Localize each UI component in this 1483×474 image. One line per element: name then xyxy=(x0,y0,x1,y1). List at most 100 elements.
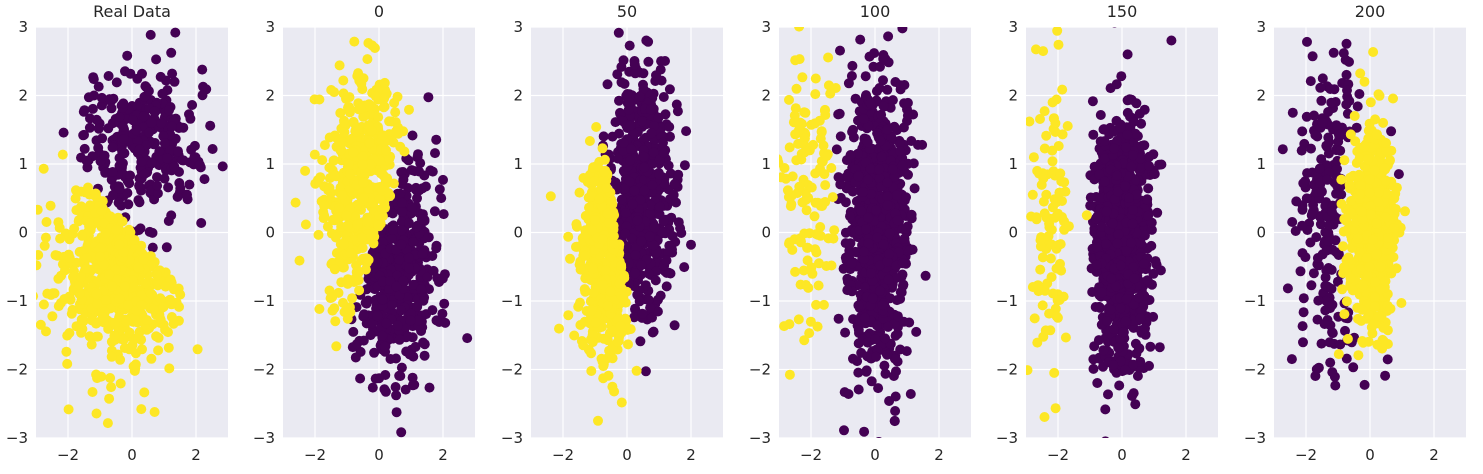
scatter-point xyxy=(823,52,834,63)
scatter-point xyxy=(679,160,690,171)
scatter-point xyxy=(1091,260,1102,271)
scatter-point xyxy=(600,265,611,276)
scatter-point xyxy=(158,302,169,312)
scatter-point xyxy=(41,326,51,337)
scatter-point xyxy=(640,8,650,18)
scatter-point xyxy=(825,88,836,99)
scatter-point xyxy=(839,387,850,398)
scatter-point xyxy=(669,320,680,331)
scatter-point xyxy=(616,397,627,408)
scatter-point xyxy=(641,0,651,5)
scatter-point xyxy=(655,290,666,301)
scatter-point xyxy=(145,29,156,40)
scatter-point xyxy=(874,83,885,93)
scatter-point xyxy=(624,40,635,51)
scatter-point xyxy=(373,220,384,231)
scatter-point xyxy=(205,120,216,131)
scatter-point xyxy=(356,78,367,89)
scatter-point xyxy=(330,232,341,243)
scatter-point xyxy=(882,256,893,267)
scatter-point xyxy=(833,313,844,324)
scatter-point xyxy=(648,240,659,251)
scatter-point xyxy=(892,311,903,322)
scatter-point xyxy=(91,369,102,380)
scatter-point xyxy=(603,218,614,228)
scatter-point xyxy=(431,240,442,251)
scatter-point xyxy=(823,80,834,91)
scatter-point xyxy=(786,199,797,210)
scatter-point xyxy=(664,121,675,132)
scatter-point xyxy=(1100,404,1111,415)
scatter-point xyxy=(120,66,130,77)
scatter-point xyxy=(148,304,159,315)
scatter-point xyxy=(593,415,603,426)
scatter-point xyxy=(300,165,311,176)
scatter-point xyxy=(140,278,151,289)
x-tick-label: 2 xyxy=(934,446,944,464)
scatter-point xyxy=(396,225,407,236)
scatter-point xyxy=(354,285,365,296)
scatter-point xyxy=(119,281,130,292)
scatter-point xyxy=(79,143,90,154)
scatter-point xyxy=(155,313,165,324)
scatter-point xyxy=(845,238,856,249)
scatter-point xyxy=(1121,245,1132,256)
scatter-point xyxy=(644,231,655,242)
scatter-point xyxy=(665,131,675,142)
series-class-0 xyxy=(1085,27,1177,438)
scatter-point xyxy=(848,353,858,364)
scatter-point xyxy=(616,77,627,88)
scatter-point xyxy=(638,84,649,94)
scatter-point xyxy=(40,232,51,243)
scatter-point xyxy=(554,323,564,334)
scatter-point xyxy=(1032,165,1043,176)
scatter-point xyxy=(613,153,623,164)
scatter-point xyxy=(118,134,129,145)
scatter-point xyxy=(196,218,207,228)
scatter-point xyxy=(64,328,75,338)
scatter-point xyxy=(648,147,659,158)
scatter-point xyxy=(1128,359,1139,370)
scatter-point xyxy=(897,27,908,34)
scatter-point xyxy=(139,387,150,398)
scatter-point xyxy=(36,292,39,301)
scatter-point xyxy=(853,367,864,378)
scatter-point xyxy=(368,238,379,249)
scatter-point xyxy=(1088,363,1099,374)
scatter-point xyxy=(784,237,795,248)
scatter-point xyxy=(412,301,423,312)
scatter-point xyxy=(811,299,822,310)
scatter-point xyxy=(862,137,873,148)
scatter-point xyxy=(175,122,186,133)
scatter-point xyxy=(107,142,118,153)
scatter-point xyxy=(591,122,602,132)
scatter-point xyxy=(45,200,56,211)
scatter-point xyxy=(1036,179,1047,190)
scatter-point xyxy=(1132,371,1143,381)
scatter-point xyxy=(98,259,109,270)
scatter-point xyxy=(114,183,125,194)
scatter-point xyxy=(615,321,626,332)
scatter-point xyxy=(102,418,113,429)
scatter-point xyxy=(365,330,376,341)
scatter-point xyxy=(905,389,916,399)
y-tick-label: −2 xyxy=(501,361,523,379)
scatter-point xyxy=(545,191,556,202)
scatter-point xyxy=(620,228,631,239)
scatter-point xyxy=(1062,121,1073,131)
scatter-point xyxy=(118,247,129,258)
scatter-point xyxy=(314,304,325,314)
scatter-point xyxy=(398,174,409,185)
scatter-point xyxy=(319,210,330,221)
scatter-point xyxy=(96,206,107,216)
scatter-points xyxy=(779,27,931,438)
y-tick-label: 2 xyxy=(265,87,275,105)
scatter-point xyxy=(581,286,591,297)
scatter-point xyxy=(1121,142,1131,153)
scatter-point xyxy=(391,281,402,292)
scatter-point xyxy=(882,200,893,211)
scatter-point xyxy=(164,105,174,116)
scatter-point xyxy=(1026,365,1033,376)
scatter-point xyxy=(367,318,378,329)
scatter-point xyxy=(147,242,158,253)
